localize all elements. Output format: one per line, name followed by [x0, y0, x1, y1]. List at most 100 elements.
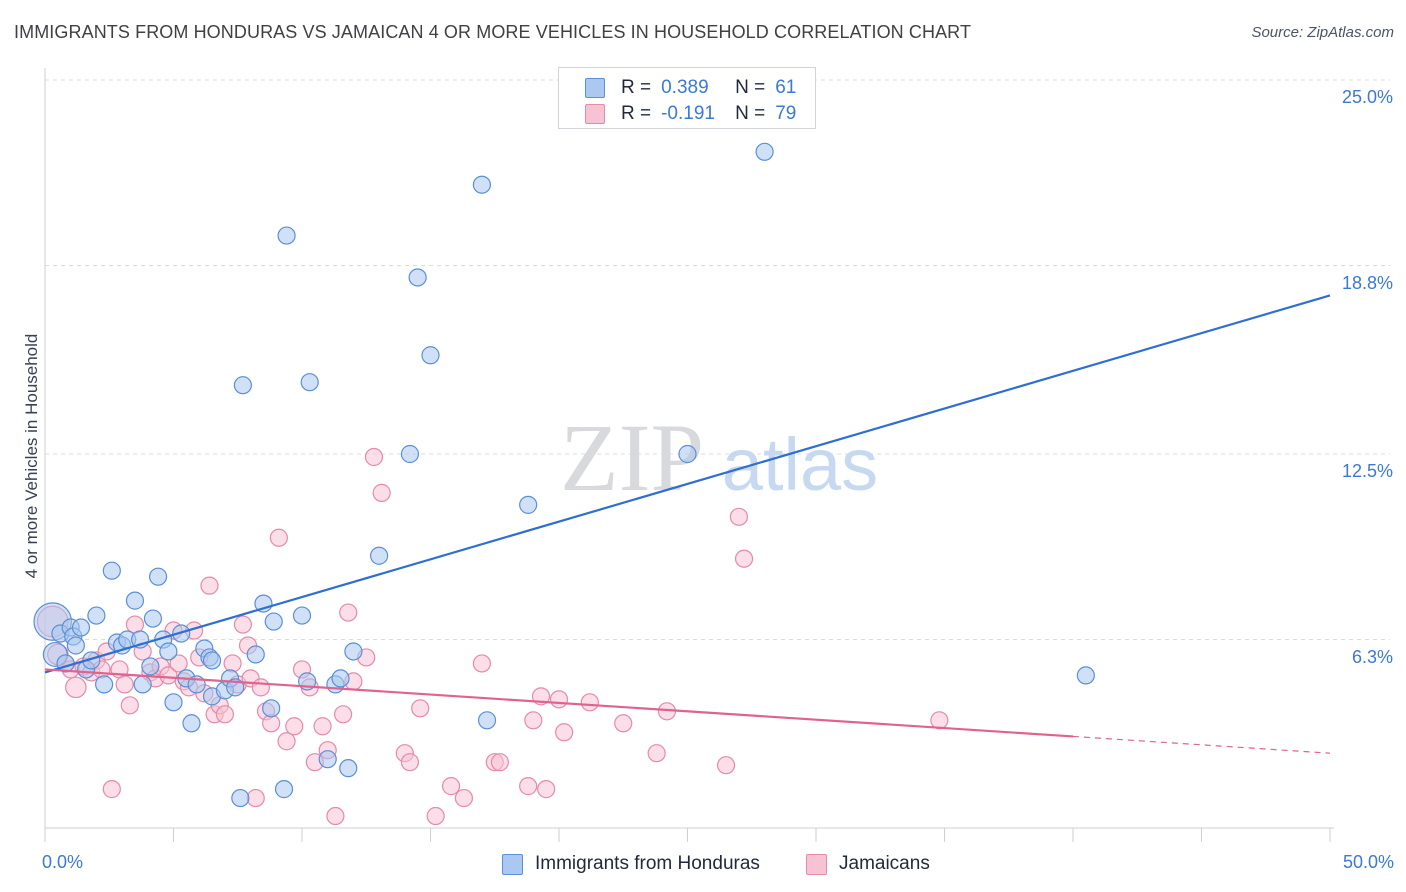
- x-tick-label: 0.0%: [42, 852, 84, 872]
- legend-r-label: R =: [621, 77, 652, 98]
- legend-r-value: 0.389: [661, 77, 709, 98]
- jamaicans-point: [614, 714, 633, 733]
- jamaicans-point: [102, 780, 121, 799]
- honduras-point: [370, 546, 389, 565]
- legend-n-value: 61: [775, 77, 797, 98]
- legend-top: R = 0.389 N = 61 R = -0.191 N = 79: [558, 67, 816, 129]
- honduras-point: [344, 642, 363, 661]
- honduras-point: [519, 495, 538, 514]
- honduras-point: [233, 376, 252, 395]
- honduras-point: [164, 693, 183, 712]
- legend-item-jamaicans: Jamaicans: [806, 853, 930, 875]
- honduras-point: [202, 651, 222, 670]
- y-tick-label: 25.0%: [1341, 87, 1393, 107]
- jamaicans-point: [334, 705, 353, 724]
- jamaicans-point: [115, 675, 134, 694]
- jamaicans-point: [233, 615, 252, 634]
- jamaicans-point: [441, 777, 461, 796]
- honduras-trend-line: [44, 294, 1331, 674]
- legend-n-label: N =: [735, 77, 766, 98]
- honduras-point: [141, 657, 160, 676]
- honduras-point: [400, 444, 420, 464]
- jamaicans-point: [269, 528, 288, 547]
- honduras-point: [66, 636, 85, 655]
- jamaicans-point: [930, 711, 949, 730]
- honduras-point: [95, 675, 114, 694]
- y-tick-label: 6.3%: [1351, 646, 1393, 667]
- watermark: ZIP atlas: [560, 404, 878, 511]
- honduras-point: [133, 675, 152, 694]
- jamaicans-point: [120, 696, 139, 715]
- jamaicans-point: [65, 676, 87, 699]
- jamaicans-point: [246, 788, 265, 808]
- jamaicans-point: [580, 693, 599, 712]
- jamaicans-point: [426, 806, 445, 826]
- honduras-point: [300, 373, 319, 392]
- honduras-point: [292, 606, 312, 625]
- jamaicans-point: [169, 654, 188, 673]
- jamaicans-point: [729, 507, 749, 526]
- jamaicans-point: [537, 780, 556, 799]
- jamaicans-trend-extension: [1072, 735, 1331, 754]
- jamaicans-point: [549, 690, 569, 709]
- honduras-point: [477, 711, 497, 730]
- legend-n-label: N =: [735, 103, 766, 124]
- legend-swatch-blue: [585, 78, 605, 98]
- honduras-point: [678, 444, 697, 464]
- jamaicans-point: [716, 756, 736, 775]
- jamaicans-point: [285, 717, 304, 736]
- grid-lines: [45, 79, 1390, 641]
- honduras-point: [71, 618, 91, 637]
- honduras-point: [182, 714, 201, 733]
- honduras-point: [331, 669, 350, 688]
- watermark-atlas: atlas: [722, 423, 878, 506]
- jamaicans-point: [519, 777, 538, 796]
- jamaicans-point: [364, 447, 384, 467]
- honduras-point: [264, 612, 283, 631]
- jamaicans-point: [313, 717, 332, 736]
- legend-row-honduras: R = 0.389 N = 61: [585, 76, 797, 100]
- honduras-point: [159, 642, 178, 661]
- jamaicans-point: [277, 732, 296, 751]
- jamaicans-point: [490, 753, 509, 772]
- honduras-point: [755, 142, 774, 161]
- legend-bottom: Immigrants from Honduras Jamaicans: [0, 853, 1406, 877]
- honduras-point: [102, 561, 121, 580]
- y-tick-label: 18.8%: [1341, 272, 1393, 293]
- legend-label-honduras: Immigrants from Honduras: [535, 853, 760, 874]
- jamaicans-point: [223, 654, 242, 673]
- legend-n-value: 79: [775, 103, 797, 124]
- jamaicans-point: [326, 806, 345, 826]
- legend-item-honduras: Immigrants from Honduras: [502, 853, 760, 875]
- trend-lines: [44, 294, 1331, 754]
- axes: [44, 68, 1334, 842]
- honduras-point: [472, 175, 491, 194]
- honduras-point: [339, 759, 358, 778]
- honduras-point: [148, 567, 168, 586]
- honduras-point: [246, 645, 265, 664]
- jamaicans-point: [454, 788, 474, 808]
- honduras-point: [274, 780, 294, 799]
- honduras-point: [1076, 666, 1095, 685]
- jamaicans-point: [400, 753, 420, 772]
- legend-row-jamaicans: R = -0.191 N = 79: [585, 102, 797, 126]
- x-tick-label: 50.0%: [1342, 852, 1394, 872]
- honduras-point: [277, 226, 296, 245]
- jamaicans-point: [372, 483, 391, 502]
- honduras-point: [231, 788, 250, 808]
- honduras-point: [408, 268, 427, 287]
- jamaicans-point: [524, 711, 543, 730]
- jamaicans-point: [200, 576, 219, 595]
- jamaicans-point: [734, 549, 754, 568]
- legend-swatch-pink: [806, 853, 827, 875]
- honduras-point: [143, 609, 163, 628]
- jamaicans-point: [411, 699, 430, 718]
- jamaicans-trend-line: [44, 668, 1074, 738]
- legend-r-value: -0.191: [661, 103, 715, 124]
- honduras-point: [262, 699, 281, 718]
- honduras-point: [87, 606, 106, 625]
- jamaicans-point: [555, 723, 574, 742]
- jamaicans-point: [472, 654, 491, 673]
- legend-r-label: R =: [621, 103, 652, 124]
